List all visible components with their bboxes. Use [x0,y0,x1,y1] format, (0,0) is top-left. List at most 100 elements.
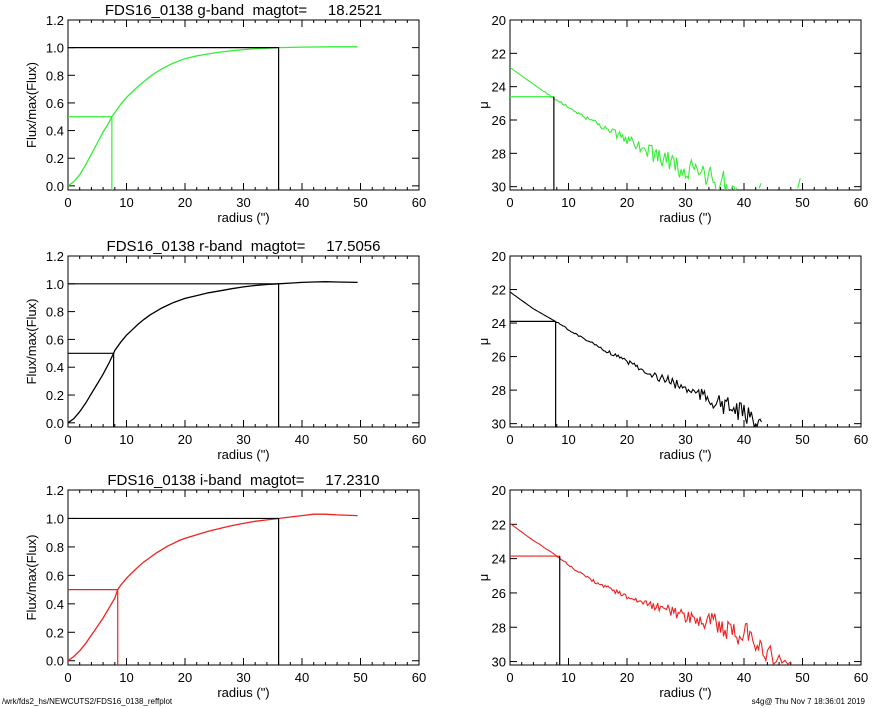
x-tick-label: 10 [119,670,133,685]
y-axis-label: μ [476,338,491,346]
x-tick-label: 40 [737,432,751,447]
x-tick-label: 20 [620,432,634,447]
x-tick-label: 60 [412,670,426,685]
plot-area [510,523,792,665]
x-tick-label: 20 [178,670,192,685]
plot-area [68,513,358,665]
plot-area [510,291,762,427]
y-tick-label: 0.6 [46,568,64,583]
y-tick-label: 1.2 [46,13,64,28]
x-tick-label: 40 [295,670,309,685]
x-tick-label: 60 [854,432,868,447]
y-tick-label: 30 [492,417,506,432]
y-tick-label: 1.0 [46,277,64,292]
y-tick-label: 0.8 [46,305,64,320]
x-tick-label: 10 [561,195,575,210]
y-axis-label: Flux/max(Flux) [24,299,39,385]
x-tick-label: 30 [236,195,250,210]
x-tick-label: 50 [795,195,809,210]
x-tick-label: 30 [678,195,692,210]
y-tick-label: 28 [492,620,506,635]
x-tick-label: 50 [353,195,367,210]
growth-curve-line [68,513,358,662]
x-tick-label: 0 [506,432,513,447]
y-tick-label: 0.6 [46,332,64,347]
x-tick-label: 10 [561,670,575,685]
x-tick-label: 10 [119,432,133,447]
x-tick-label: 0 [506,195,513,210]
x-axis-label: radius (") [217,685,269,700]
x-tick-label: 60 [412,432,426,447]
plot-frame [509,489,862,666]
y-tick-label: 22 [492,517,506,532]
x-tick-label: 50 [353,670,367,685]
y-tick-label: 30 [492,180,506,195]
y-tick-label: 0.4 [46,597,64,612]
y-tick-label: 0.2 [46,151,64,166]
x-tick-label: 0 [64,670,71,685]
y-tick-label: 1.2 [46,249,64,264]
y-axis-label: μ [476,101,491,109]
surface-brightness-line [510,523,792,665]
total-flux-marker [68,47,280,190]
y-tick-label: 20 [492,13,506,28]
x-axis-label: radius (") [217,210,269,225]
x-tick-label: 0 [64,432,71,447]
x-axis-label: radius (") [659,210,711,225]
y-tick-label: 1.2 [46,483,64,498]
y-tick-label: 0.0 [46,654,64,669]
x-tick-label: 20 [620,195,634,210]
x-tick-label: 60 [412,195,426,210]
x-tick-label: 40 [295,195,309,210]
y-tick-label: 0.2 [46,625,64,640]
chart-title: FDS16_0138 i-band magtot= 17.2310 [107,472,379,489]
x-tick-label: 60 [854,195,868,210]
y-tick-label: 1.0 [46,41,64,56]
y-tick-label: 0.4 [46,360,64,375]
x-tick-label: 40 [737,195,751,210]
total-flux-marker [68,283,280,427]
growth-curve-line [68,281,358,424]
chart-panel-r-flux: 0 10 20 30 40 50 60 0.0 0.2 0.4 0.6 0.8 1.0 1.2 radius… [24,238,426,462]
y-tick-label: 1.0 [46,511,64,526]
y-tick-label: 0.0 [46,179,64,194]
half-light-marker [68,116,113,190]
y-tick-label: 0.0 [46,416,64,431]
y-tick-label: 0.2 [46,388,64,403]
x-tick-label: 40 [737,670,751,685]
x-tick-label: 30 [236,670,250,685]
y-tick-label: 22 [492,283,506,298]
y-tick-label: 0.4 [46,124,64,139]
y-tick-label: 24 [492,552,506,567]
half-light-marker [68,588,119,665]
x-tick-label: 20 [178,432,192,447]
total-flux-marker [68,517,280,665]
plot-frame [509,19,862,191]
surface-brightness-line [510,291,762,427]
y-axis-label: Flux/max(Flux) [24,535,39,621]
y-tick-label: 0.6 [46,96,64,111]
x-tick-label: 50 [353,432,367,447]
x-tick-label: 30 [236,432,250,447]
chart-panel-g-flux: 0 10 20 30 40 50 60 0.0 0.2 0.4 0.6 0.8 1.0 1.2 radius… [24,2,426,225]
x-tick-label: 40 [295,432,309,447]
y-tick-label: 0.8 [46,68,64,83]
chart-title: FDS16_0138 g-band magtot= 18.2521 [105,2,382,19]
y-axis-label: Flux/max(Flux) [24,62,39,148]
surface-brightness-line [510,67,801,190]
y-tick-label: 0.8 [46,540,64,555]
x-tick-label: 20 [620,670,634,685]
y-tick-label: 20 [492,483,506,498]
y-tick-label: 26 [492,113,506,128]
plot-area [68,46,358,190]
y-axis-label: μ [476,574,491,582]
x-axis-label: radius (") [659,447,711,462]
footer-file-path: /wrk/fds2_hs/NEWCUTS2/FDS16_0138_reffplo… [2,697,173,706]
x-tick-label: 60 [854,670,868,685]
y-tick-label: 30 [492,655,506,670]
x-tick-label: 20 [178,195,192,210]
plot-frame [67,489,420,666]
